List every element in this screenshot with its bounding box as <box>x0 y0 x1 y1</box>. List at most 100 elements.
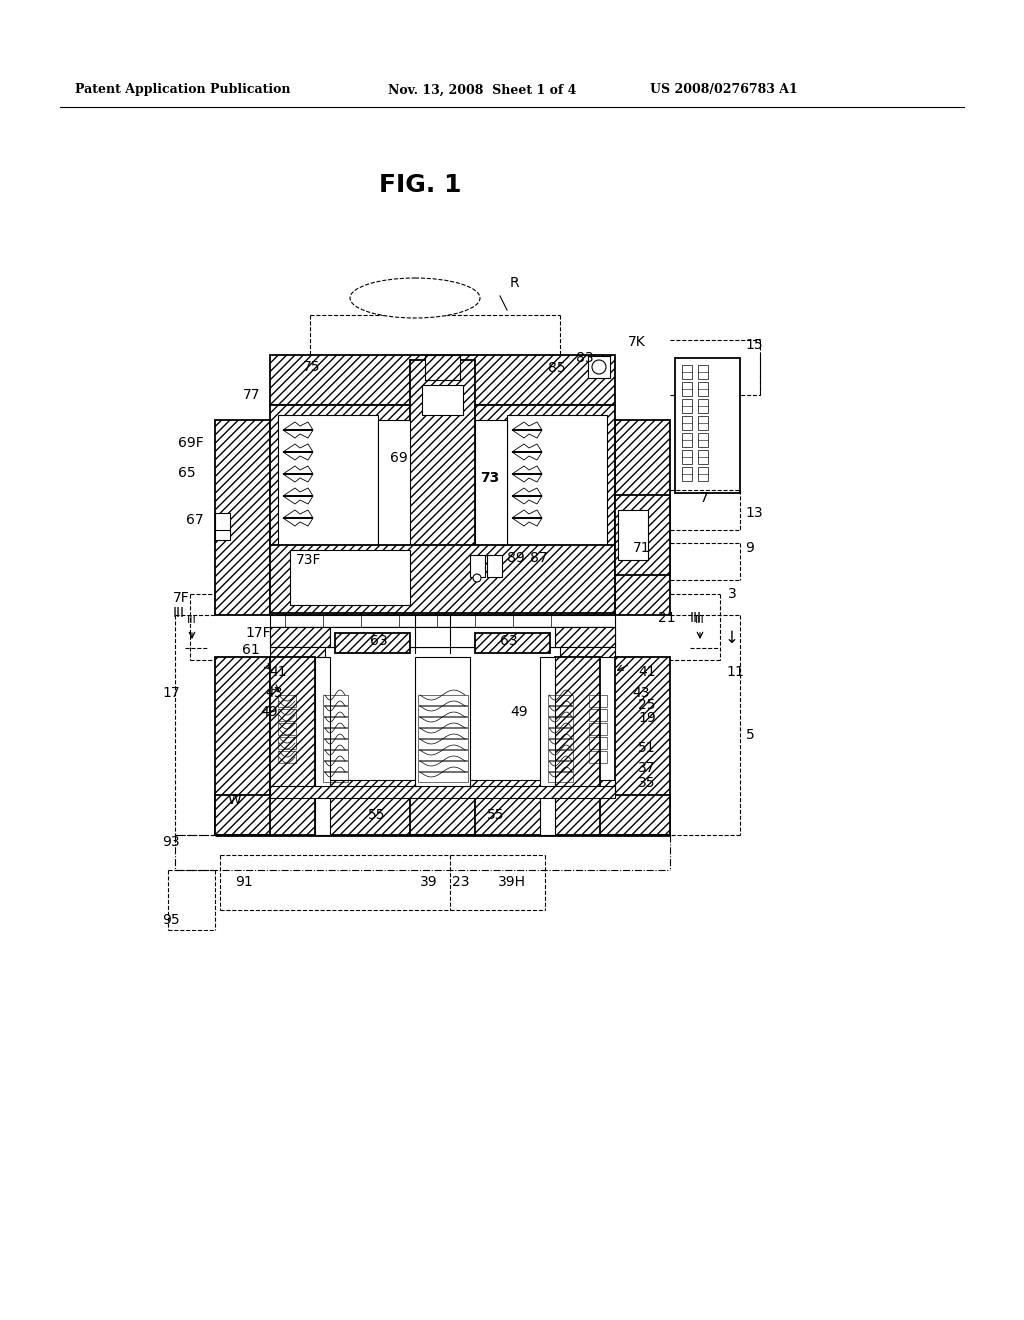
Bar <box>278 751 296 763</box>
Text: 43: 43 <box>632 686 649 700</box>
Bar <box>682 467 692 480</box>
Bar <box>555 627 615 647</box>
Bar <box>589 751 607 763</box>
Bar <box>418 706 468 715</box>
Bar <box>270 657 315 836</box>
Text: 69: 69 <box>390 451 408 465</box>
Text: 39: 39 <box>420 875 437 888</box>
Bar <box>315 657 330 836</box>
Bar <box>319 795 410 836</box>
Bar <box>415 657 470 797</box>
Bar <box>270 780 615 795</box>
Bar <box>615 420 670 615</box>
Bar <box>615 657 670 836</box>
Bar <box>418 717 468 727</box>
Text: 51: 51 <box>638 741 655 755</box>
Bar <box>270 405 615 615</box>
Polygon shape <box>283 473 313 475</box>
Circle shape <box>592 360 606 374</box>
Polygon shape <box>283 495 313 498</box>
Bar <box>330 627 555 647</box>
Bar <box>270 615 615 627</box>
Text: 7: 7 <box>700 491 709 506</box>
Bar <box>270 545 615 612</box>
Bar <box>418 739 468 748</box>
Bar <box>323 739 348 748</box>
Bar <box>682 433 692 447</box>
Bar <box>618 510 648 560</box>
Bar <box>548 696 573 705</box>
Text: 19: 19 <box>638 711 655 725</box>
Bar <box>548 706 573 715</box>
Bar <box>215 513 230 531</box>
Bar <box>470 554 485 577</box>
Polygon shape <box>512 517 542 519</box>
Text: III: III <box>690 611 702 624</box>
Bar <box>215 795 670 836</box>
Text: 49: 49 <box>260 705 278 719</box>
Text: ↓: ↓ <box>725 630 739 647</box>
Bar <box>378 420 410 550</box>
Text: 15: 15 <box>745 338 763 352</box>
Bar <box>615 495 670 576</box>
Text: 17F: 17F <box>245 626 270 640</box>
Bar <box>418 729 468 738</box>
Text: 1: 1 <box>734 665 742 678</box>
Text: 9: 9 <box>745 541 754 554</box>
Bar <box>323 696 348 705</box>
Bar <box>278 709 296 721</box>
Bar <box>270 355 615 405</box>
Text: III: III <box>173 606 185 620</box>
Bar <box>270 627 615 647</box>
Text: 65: 65 <box>178 466 196 480</box>
Bar <box>555 657 600 836</box>
Bar <box>682 399 692 413</box>
Polygon shape <box>283 451 313 453</box>
Bar <box>278 696 296 708</box>
Bar <box>215 657 270 836</box>
Text: 71: 71 <box>633 541 650 554</box>
Bar <box>323 706 348 715</box>
Text: 43: 43 <box>265 686 283 700</box>
Text: Patent Application Publication: Patent Application Publication <box>75 83 291 96</box>
Text: 35: 35 <box>638 776 655 789</box>
Text: 55: 55 <box>487 808 505 822</box>
Polygon shape <box>512 495 542 498</box>
Bar <box>475 634 550 653</box>
Text: R: R <box>510 276 519 290</box>
Text: 3: 3 <box>728 587 736 601</box>
Bar <box>698 450 708 465</box>
Bar <box>589 737 607 748</box>
Bar <box>675 358 740 492</box>
Bar <box>270 647 325 657</box>
Text: 55: 55 <box>368 808 385 822</box>
Text: US 2008/0276783 A1: US 2008/0276783 A1 <box>650 83 798 96</box>
Bar <box>548 762 573 771</box>
Polygon shape <box>283 429 313 432</box>
Text: 91: 91 <box>234 875 253 888</box>
Text: FIG. 1: FIG. 1 <box>379 173 461 197</box>
Bar <box>475 795 565 836</box>
Text: 13: 13 <box>745 506 763 520</box>
Text: 93: 93 <box>162 836 179 849</box>
Bar <box>548 729 573 738</box>
Text: 63: 63 <box>500 634 517 648</box>
Bar <box>698 399 708 413</box>
Circle shape <box>473 574 481 582</box>
Text: 5: 5 <box>746 729 755 742</box>
Text: 41: 41 <box>269 665 287 678</box>
Bar <box>589 696 607 708</box>
Bar <box>323 772 348 781</box>
Bar <box>418 696 468 705</box>
Text: III: III <box>695 615 705 624</box>
Bar <box>270 785 615 799</box>
Bar <box>540 657 555 836</box>
Text: 73: 73 <box>480 471 500 484</box>
Text: 67: 67 <box>186 513 204 527</box>
Text: 39H: 39H <box>498 875 526 888</box>
Text: 49: 49 <box>510 705 527 719</box>
Text: 25: 25 <box>638 698 655 711</box>
Bar <box>682 366 692 379</box>
Polygon shape <box>512 451 542 453</box>
Bar <box>698 433 708 447</box>
